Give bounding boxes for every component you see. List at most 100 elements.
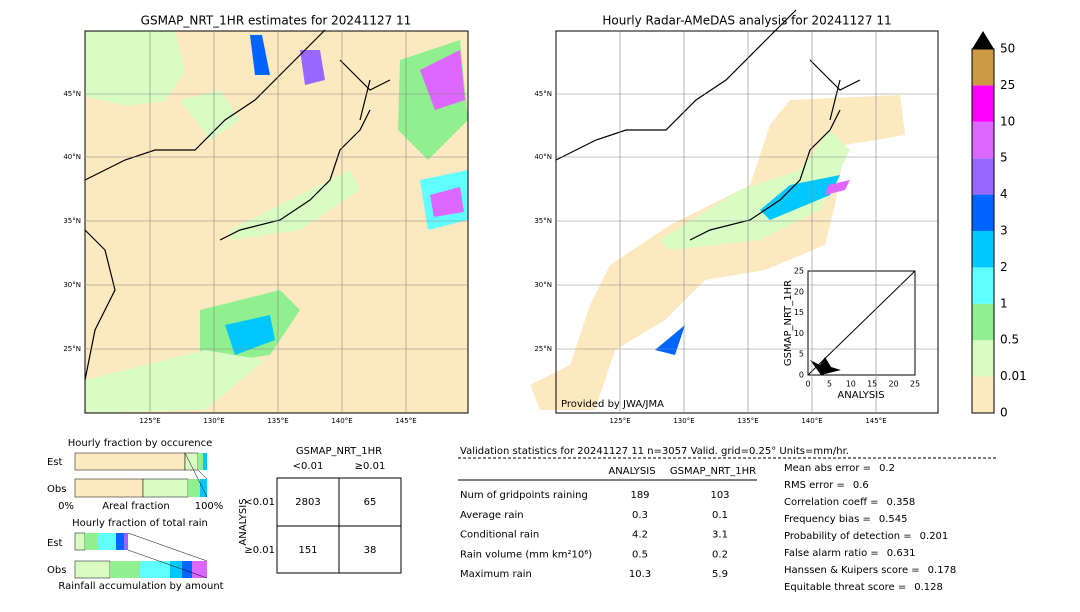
fraction-segment: [74, 478, 144, 498]
map-frame: [555, 30, 939, 414]
inset-x-tick: 5: [827, 380, 832, 389]
colorbar-extension: [972, 31, 994, 49]
lat-label: 25°N: [534, 345, 552, 353]
coastline: [84, 229, 116, 381]
fraction-segment: [203, 453, 207, 470]
fraction-segment: [74, 560, 111, 579]
score-value: 0.6: [853, 480, 869, 491]
fraction-segment: [74, 452, 186, 471]
inset-y-label: GSMAP_NRT_1HR: [783, 280, 794, 366]
inset-y-tick: 5: [799, 350, 804, 359]
map-title: GSMAP_NRT_1HR estimates for 20241127 11: [141, 14, 412, 28]
stat-value: 3.1: [712, 530, 728, 541]
row-label: Obs: [47, 484, 66, 495]
chart-title: Hourly fraction by occurence: [68, 438, 212, 449]
lat-label: 40°N: [534, 153, 552, 161]
score-label: Frequency bias =: [784, 514, 871, 525]
colorbar-label: 0: [1000, 406, 1008, 420]
score-label: Mean abs error =: [784, 463, 871, 474]
lon-label: 130°E: [203, 417, 224, 425]
lat-label: 35°N: [63, 217, 81, 225]
fraction-segment: [198, 453, 203, 470]
stat-label: Maximum rain: [460, 569, 532, 580]
colorbar-segment: [972, 49, 994, 86]
score-label: Correlation coeff =: [784, 497, 879, 508]
rain-area: [660, 130, 850, 250]
credit: Provided by JWA/JMA: [561, 399, 664, 410]
fraction-segment: [85, 533, 98, 550]
column-label: GSMAP_NRT_1HR: [670, 466, 756, 477]
fraction-segment: [200, 479, 207, 497]
colorbar-frame: [971, 48, 995, 414]
score-label: Hanssen & Kuipers score =: [784, 565, 920, 576]
connector: [127, 452, 208, 579]
row-label: Est: [47, 457, 63, 468]
rain-area: [825, 180, 850, 195]
stat-value: 4.2: [632, 530, 648, 541]
score-value: 0.2: [879, 463, 895, 474]
colorbar-label: 3: [1000, 224, 1008, 238]
contingency-table: [276, 477, 402, 574]
scatter-points: [810, 357, 841, 375]
score-value: 0.178: [928, 565, 957, 576]
column-label: ANALYSIS: [608, 466, 655, 477]
inset-x-tick: 15: [867, 380, 877, 389]
colorbar-label: 50: [1000, 42, 1015, 56]
stat-value: 189: [630, 490, 649, 501]
colorbar-segment: [972, 267, 994, 304]
row-label: Obs: [47, 565, 66, 576]
row-label: ≥0.01: [244, 545, 275, 556]
column-label: ≥0.01: [355, 461, 386, 472]
lat-label: 25°N: [63, 345, 81, 353]
score-value: 0.631: [887, 548, 916, 559]
rain-area: [180, 90, 240, 140]
stat-value: 103: [710, 490, 729, 501]
stat-label: Conditional rain: [460, 530, 539, 541]
lon-label: 145°E: [395, 417, 416, 425]
table-cell: 38: [364, 545, 377, 556]
score-value: 0.358: [887, 497, 916, 508]
rain-area: [85, 31, 185, 106]
fraction-segment: [124, 533, 128, 550]
lat-label: 30°N: [534, 281, 552, 289]
fraction-segment: [110, 561, 140, 578]
colorbar-segment: [972, 194, 994, 231]
fraction-segment: [188, 479, 200, 497]
stat-value: 0.3: [632, 510, 648, 521]
right-map: [530, 9, 939, 414]
colorbar-label: 0.01: [1000, 369, 1027, 383]
colorbar-label: 2: [1000, 260, 1008, 274]
fraction-segment: [74, 532, 86, 551]
colorbar: 0 0.01 0.5 1 2 3 4 5 10 25 50: [971, 31, 1027, 420]
stat-label: Average rain: [460, 510, 524, 521]
rain-area: [760, 175, 840, 220]
lon-label: 130°E: [673, 417, 694, 425]
axis-label: 0%: [58, 501, 74, 512]
lon-label: 125°E: [139, 417, 160, 425]
lon-label: 140°E: [801, 417, 822, 425]
rain-area: [300, 50, 325, 85]
stat-value: 0.5: [632, 549, 648, 560]
rain-area: [420, 50, 465, 110]
colorbar-segment: [972, 121, 994, 159]
fraction-segment: [182, 561, 192, 578]
inset-x-tick: 10: [846, 380, 856, 389]
table-title: GSMAP_NRT_1HR: [296, 446, 382, 457]
fraction-segment: [170, 561, 182, 578]
colorbar-segment: [972, 340, 994, 377]
map-title: Hourly Radar-AMeDAS analysis for 2024112…: [602, 14, 891, 28]
lat-label: 35°N: [534, 217, 552, 225]
lon-label: 125°E: [609, 417, 630, 425]
fraction-segment: [98, 533, 116, 550]
score-value: 0.128: [914, 582, 943, 593]
axis-label: 100%: [195, 501, 224, 512]
score-label: Equitable threat score =: [784, 582, 906, 593]
stat-label: Num of gridpoints raining: [460, 490, 588, 501]
rain-area: [225, 315, 275, 355]
colorbar-segment: [972, 231, 994, 268]
axis-label: Areal fraction: [102, 501, 169, 512]
stat-value: 0.1: [712, 510, 728, 521]
rain-area: [85, 350, 265, 413]
score-label: RMS error =: [784, 480, 845, 491]
